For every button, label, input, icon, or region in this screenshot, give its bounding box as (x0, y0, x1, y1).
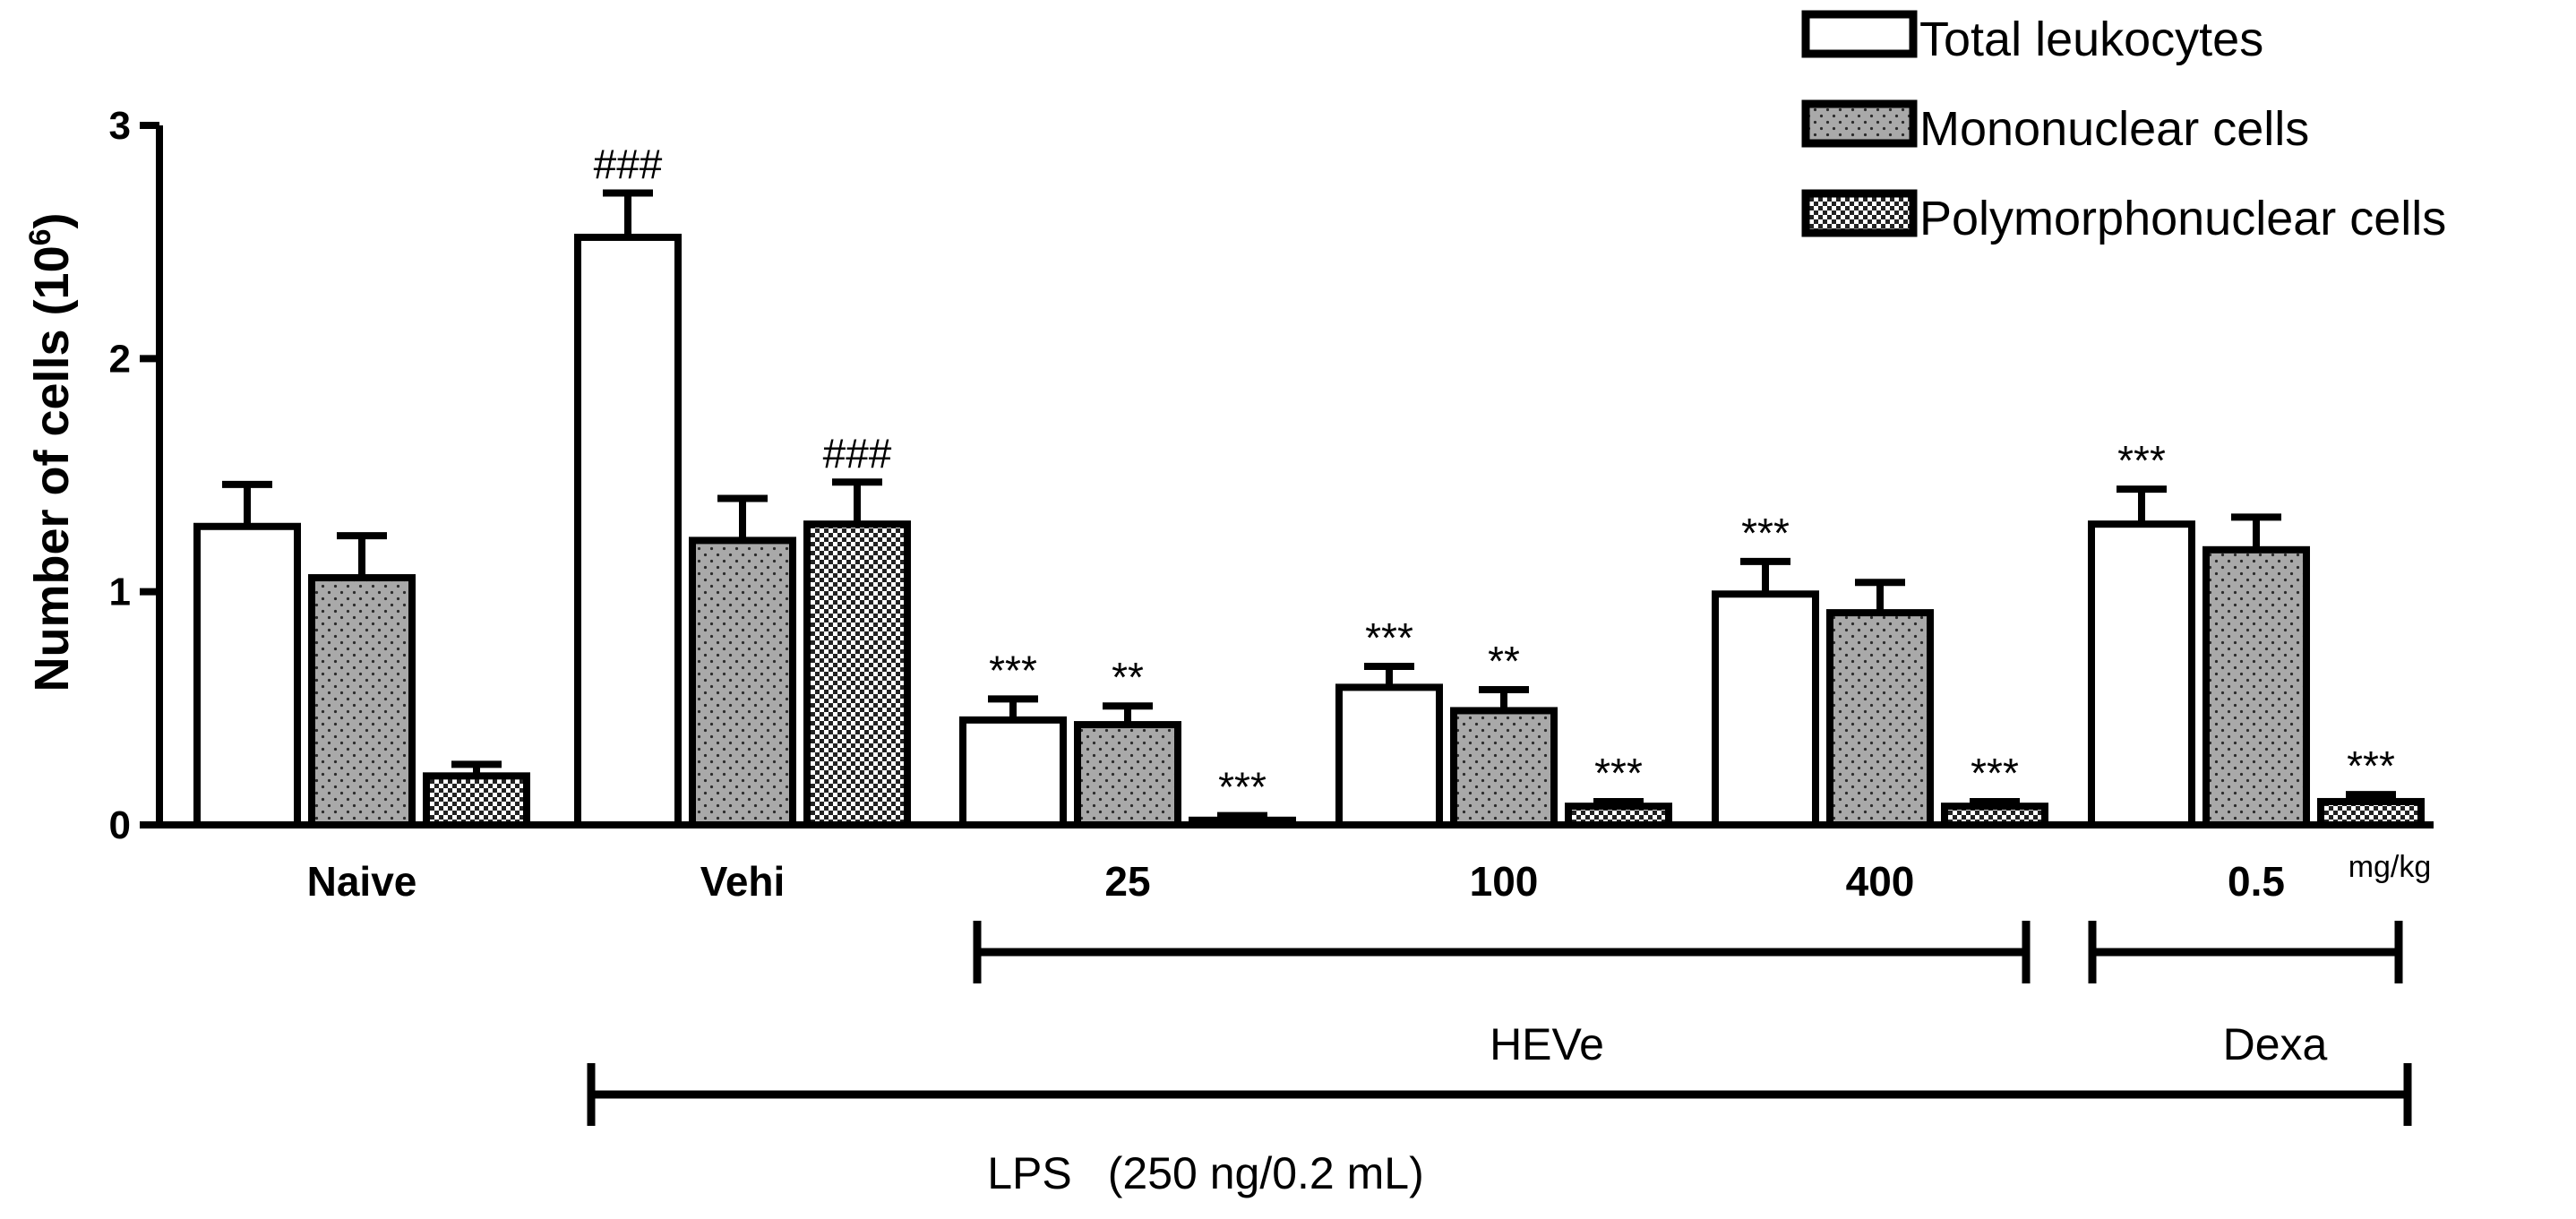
y-tick-label-1: 1 (109, 571, 131, 614)
annotation-mononuclear-cells-100: ** (1488, 638, 1520, 684)
annotation-total-leukocytes-25: *** (989, 647, 1037, 693)
category-label-0-5: 0.5 (2228, 858, 2285, 905)
legend-swatch-mononuclear-cells (1801, 99, 1918, 148)
y-tick-label-2: 2 (109, 337, 131, 381)
bar-polymorphonuclear-cells-0-5 (2317, 797, 2425, 829)
bar-total-leukocytes-100 (1335, 683, 1443, 828)
bar-total-leukocytes-vehi (574, 233, 682, 828)
bar-mononuclear-cells-400 (1826, 609, 1934, 829)
legend-swatch-polymorphonuclear-cells (1801, 189, 1918, 237)
bar-total-leukocytes-naive (193, 522, 301, 828)
annotation-polymorphonuclear-cells-0-5: *** (2347, 743, 2395, 789)
y-tick-label-3: 3 (109, 104, 131, 148)
legend: Total leukocytes Mononuclear cells Polymor… (1801, 10, 2446, 245)
bar-polymorphonuclear-cells-100 (1565, 803, 1672, 829)
y-axis-title-close: ) (25, 212, 79, 228)
heve-label: HEVe (1490, 1019, 1604, 1069)
lps-label: LPS (250 ng/0.2 mL) (987, 1148, 1424, 1198)
legend-swatch-total-leukocytes (1801, 10, 1918, 58)
bar-polymorphonuclear-cells-25 (1189, 816, 1296, 829)
annotation-polymorphonuclear-cells-vehi: ### (823, 430, 892, 476)
bar-mononuclear-cells-25 (1074, 721, 1181, 828)
lps-dose-text: (250 ng/0.2 mL) (1108, 1148, 1424, 1198)
bar-mononuclear-cells-vehi (689, 537, 796, 828)
bar-polymorphonuclear-cells-naive (423, 772, 530, 829)
category-label-25: 25 (1104, 858, 1150, 905)
significance-annotations: ######*** ************************* (594, 141, 2395, 810)
bar-mononuclear-cells-0-5 (2202, 545, 2310, 828)
annotation-total-leukocytes-100: *** (1365, 614, 1413, 661)
bar-total-leukocytes-25 (959, 716, 1067, 828)
dexa-label: Dexa (2223, 1019, 2328, 1069)
y-tick-label-0: 0 (109, 803, 131, 847)
bar-total-leukocytes-400 (1712, 590, 1819, 829)
category-label-100: 100 (1470, 858, 1539, 905)
legend-label-total-leukocytes: Total leukocytes (1919, 13, 2263, 66)
annotation-total-leukocytes-0-5: *** (2117, 437, 2166, 484)
dexa-bracket (2088, 921, 2403, 983)
bar-polymorphonuclear-cells-400 (1941, 803, 2048, 829)
category-labels: Naive Vehi 25 100 400 0.5 (307, 858, 2285, 905)
bar-polymorphonuclear-cells-vehi (803, 520, 911, 828)
y-axis-title: Number of cells (106) (23, 212, 79, 691)
annotation-polymorphonuclear-cells-25: *** (1218, 764, 1267, 811)
heve-bracket (973, 921, 2031, 983)
lps-text: LPS (987, 1148, 1072, 1198)
annotation-polymorphonuclear-cells-400: *** (1971, 750, 2019, 796)
annotation-polymorphonuclear-cells-100: *** (1594, 750, 1643, 796)
bar-mononuclear-cells-naive (308, 574, 416, 829)
category-label-400: 400 (1846, 858, 1915, 905)
bar-total-leukocytes-0-5 (2088, 520, 2195, 828)
category-label-vehi: Vehi (700, 858, 786, 905)
category-label-naive: Naive (307, 858, 417, 905)
unit-label: mg/kg (2348, 850, 2432, 884)
legend-label-polymorphonuclear-cells: Polymorphonuclear cells (1919, 192, 2446, 245)
annotation-total-leukocytes-vehi: ### (594, 141, 663, 187)
bars-group (193, 189, 2425, 829)
y-axis-title-text: Number of cells (10 (25, 245, 79, 691)
annotation-mononuclear-cells-25: ** (1112, 654, 1144, 700)
legend-label-mononuclear-cells: Mononuclear cells (1919, 102, 2309, 156)
y-ticks: 0 1 2 3 (109, 104, 159, 847)
bar-mononuclear-cells-100 (1450, 707, 1558, 828)
y-axis-title-exponent: 6 (23, 228, 57, 245)
lps-bracket (587, 1063, 2412, 1126)
annotation-total-leukocytes-400: *** (1741, 510, 1790, 556)
